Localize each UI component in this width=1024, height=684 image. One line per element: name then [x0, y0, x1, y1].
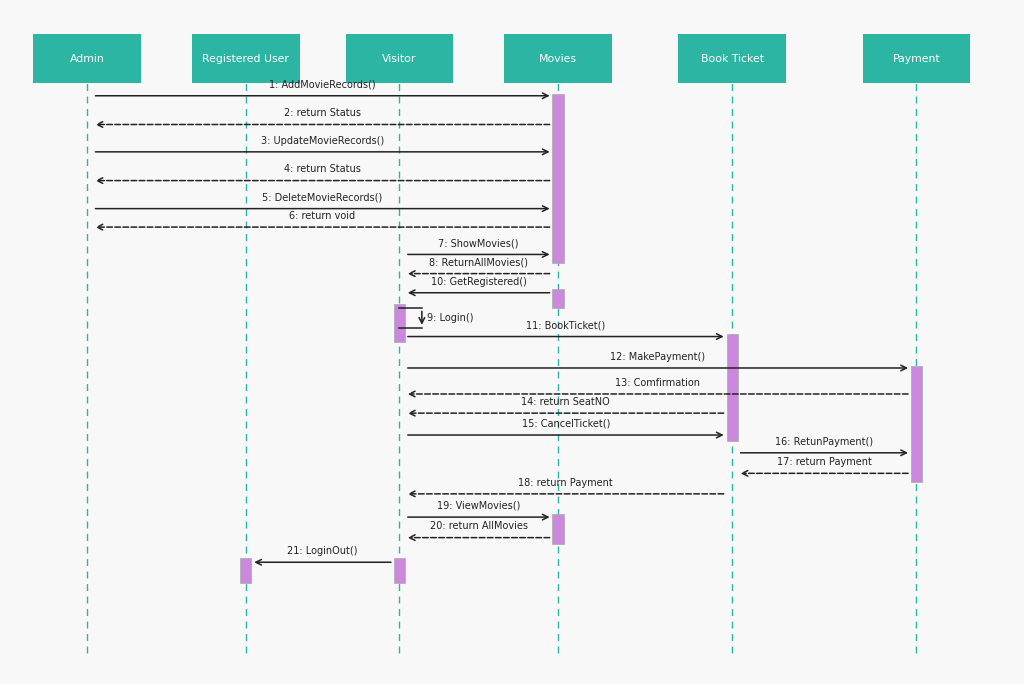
Text: 2: return Status: 2: return Status	[284, 108, 361, 118]
Text: 12: MakePayment(): 12: MakePayment()	[610, 352, 706, 362]
Text: 5: DeleteMovieRecords(): 5: DeleteMovieRecords()	[262, 192, 383, 202]
Text: 8: ReturnAllMovies(): 8: ReturnAllMovies()	[429, 257, 528, 267]
Bar	[553, 94, 564, 263]
Bar	[393, 558, 406, 583]
Text: 15: CancelTicket(): 15: CancelTicket()	[521, 419, 610, 429]
Text: 14: return SeatNO: 14: return SeatNO	[521, 397, 610, 407]
Text: 1: AddMovieRecords(): 1: AddMovieRecords()	[269, 79, 376, 90]
Bar	[727, 334, 737, 441]
Text: 7: ShowMovies(): 7: ShowMovies()	[438, 238, 519, 248]
Text: 21: LoginOut(): 21: LoginOut()	[288, 546, 357, 556]
Text: 9: Login(): 9: Login()	[427, 313, 473, 323]
Bar	[346, 34, 453, 83]
Text: 3: UpdateMovieRecords(): 3: UpdateMovieRecords()	[261, 135, 384, 146]
Text: 4: return Status: 4: return Status	[284, 164, 361, 174]
Text: Admin: Admin	[70, 54, 104, 64]
Bar	[678, 34, 786, 83]
Bar	[193, 34, 299, 83]
Bar	[34, 34, 141, 83]
Bar	[553, 289, 564, 308]
Text: 11: BookTicket(): 11: BookTicket()	[526, 320, 605, 330]
Text: 17: return Payment: 17: return Payment	[777, 457, 871, 467]
Text: 20: return AllMovies: 20: return AllMovies	[430, 521, 527, 531]
Bar	[240, 558, 252, 583]
Text: 6: return void: 6: return void	[290, 211, 355, 221]
Bar	[505, 34, 612, 83]
Bar	[862, 34, 971, 83]
Text: 13: Comfirmation: 13: Comfirmation	[615, 378, 700, 388]
Text: 16: RetunPayment(): 16: RetunPayment()	[775, 436, 873, 447]
Bar	[911, 366, 923, 482]
Text: 10: GetRegistered(): 10: GetRegistered()	[431, 276, 526, 287]
Text: Registered User: Registered User	[203, 54, 289, 64]
Text: 18: return Payment: 18: return Payment	[518, 477, 613, 488]
Text: Visitor: Visitor	[382, 54, 417, 64]
Text: Payment: Payment	[893, 54, 940, 64]
Text: Movies: Movies	[539, 54, 578, 64]
Text: Book Ticket: Book Ticket	[700, 54, 764, 64]
Text: 19: ViewMovies(): 19: ViewMovies()	[437, 501, 520, 511]
Bar	[553, 514, 564, 544]
Bar	[393, 304, 406, 342]
